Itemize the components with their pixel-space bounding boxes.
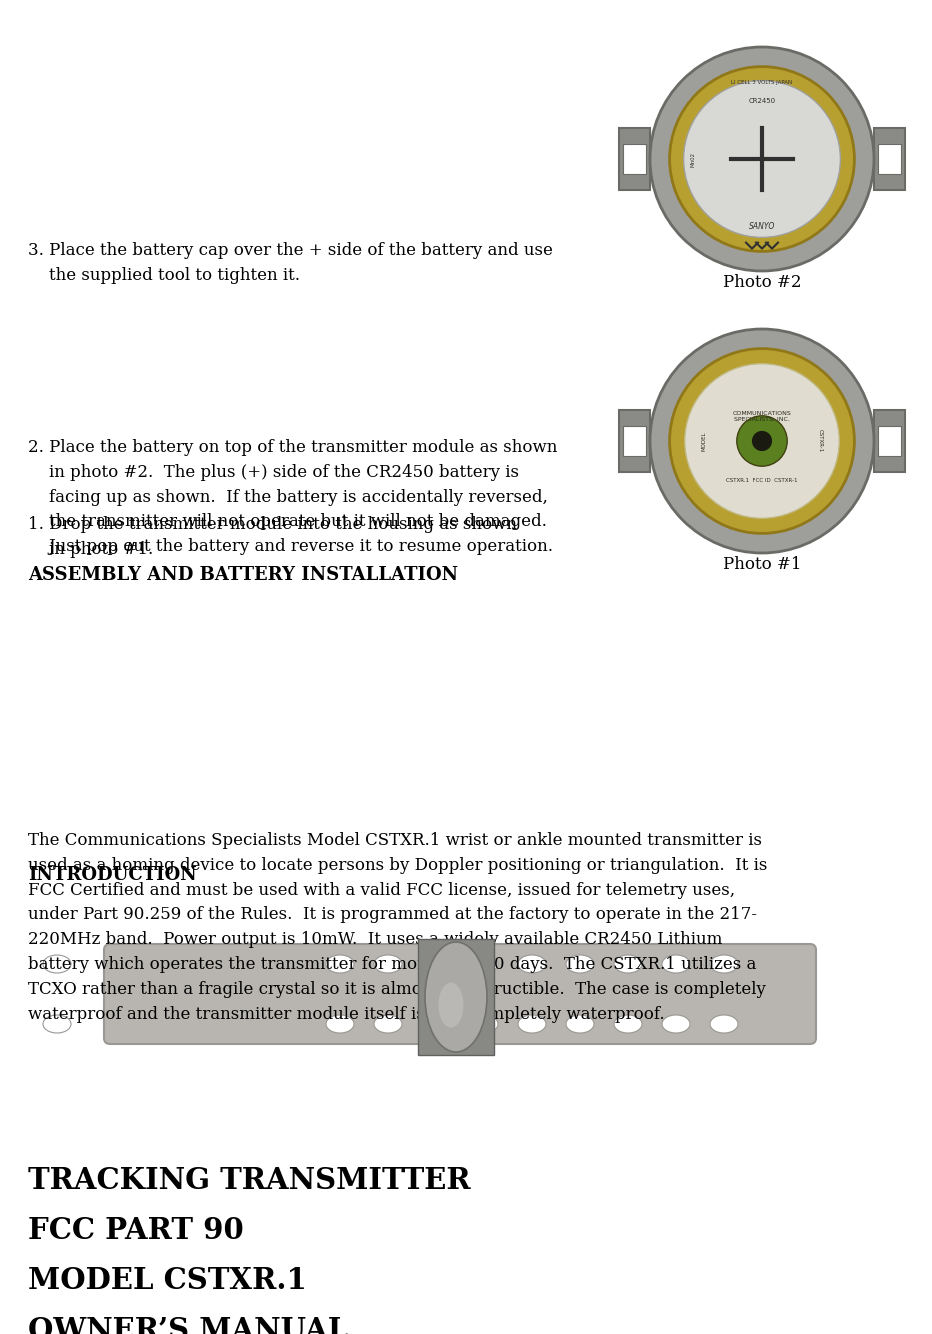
Ellipse shape	[326, 955, 354, 972]
FancyBboxPatch shape	[878, 426, 901, 456]
Ellipse shape	[566, 1015, 594, 1033]
Ellipse shape	[566, 955, 594, 972]
Ellipse shape	[43, 955, 71, 972]
FancyBboxPatch shape	[619, 128, 650, 189]
Ellipse shape	[650, 47, 874, 271]
Text: FCC PART 90: FCC PART 90	[28, 1217, 244, 1245]
Text: Photo #1: Photo #1	[722, 556, 802, 574]
Text: TRACKING TRANSMITTER: TRACKING TRANSMITTER	[28, 1166, 471, 1195]
Text: ASSEMBLY AND BATTERY INSTALLATION: ASSEMBLY AND BATTERY INSTALLATION	[28, 566, 459, 584]
Ellipse shape	[374, 1015, 402, 1033]
Text: 2. Place the battery on top of the transmitter module as shown
    in photo #2. : 2. Place the battery on top of the trans…	[28, 439, 557, 555]
Ellipse shape	[662, 1015, 690, 1033]
FancyBboxPatch shape	[874, 410, 905, 472]
Ellipse shape	[685, 364, 840, 519]
Text: MODEL CSTXR.1: MODEL CSTXR.1	[28, 1266, 307, 1295]
Ellipse shape	[438, 983, 463, 1027]
Ellipse shape	[614, 955, 642, 972]
Text: Mn02: Mn02	[690, 152, 695, 167]
Ellipse shape	[518, 1015, 546, 1033]
FancyBboxPatch shape	[104, 944, 816, 1045]
Ellipse shape	[669, 67, 855, 251]
Ellipse shape	[710, 955, 738, 972]
FancyBboxPatch shape	[878, 144, 901, 175]
FancyBboxPatch shape	[623, 426, 646, 456]
Ellipse shape	[669, 348, 855, 534]
FancyBboxPatch shape	[623, 144, 646, 175]
Ellipse shape	[518, 955, 546, 972]
Ellipse shape	[422, 955, 450, 972]
Text: 1. Drop the transmitter module into the housing as shown
    in photo #1.: 1. Drop the transmitter module into the …	[28, 516, 517, 558]
Text: CSTXR.1  FCC ID  CSTXR-1: CSTXR.1 FCC ID CSTXR-1	[726, 478, 798, 483]
Ellipse shape	[43, 1015, 71, 1033]
Ellipse shape	[662, 955, 690, 972]
Ellipse shape	[683, 80, 841, 237]
Text: INTRODUCTION: INTRODUCTION	[28, 866, 197, 884]
Ellipse shape	[614, 1015, 642, 1033]
FancyBboxPatch shape	[619, 410, 650, 472]
Text: SANYO: SANYO	[748, 221, 775, 231]
Text: 3. Place the battery cap over the + side of the battery and use
    the supplied: 3. Place the battery cap over the + side…	[28, 241, 553, 284]
Text: The Communications Specialists Model CSTXR.1 wrist or ankle mounted transmitter : The Communications Specialists Model CST…	[28, 832, 767, 1023]
Ellipse shape	[470, 955, 498, 972]
Text: CSTXR-1: CSTXR-1	[817, 430, 823, 452]
FancyBboxPatch shape	[874, 128, 905, 189]
Text: OWNER’S MANUAL: OWNER’S MANUAL	[28, 1317, 349, 1334]
Ellipse shape	[326, 1015, 354, 1033]
Text: LI CELL 3 VOLTS JAPAN: LI CELL 3 VOLTS JAPAN	[732, 80, 792, 85]
Ellipse shape	[650, 329, 874, 554]
Text: MODEL: MODEL	[701, 431, 706, 451]
Ellipse shape	[425, 942, 487, 1053]
FancyBboxPatch shape	[418, 939, 494, 1055]
Ellipse shape	[374, 955, 402, 972]
Ellipse shape	[470, 1015, 498, 1033]
Ellipse shape	[710, 1015, 738, 1033]
Text: Photo #2: Photo #2	[722, 273, 802, 291]
Ellipse shape	[422, 1015, 450, 1033]
Ellipse shape	[752, 431, 772, 451]
Text: CR2450: CR2450	[748, 97, 775, 104]
Text: COMMUNICATIONS
SPECIALISTS, INC.: COMMUNICATIONS SPECIALISTS, INC.	[733, 411, 791, 422]
Ellipse shape	[737, 416, 788, 466]
